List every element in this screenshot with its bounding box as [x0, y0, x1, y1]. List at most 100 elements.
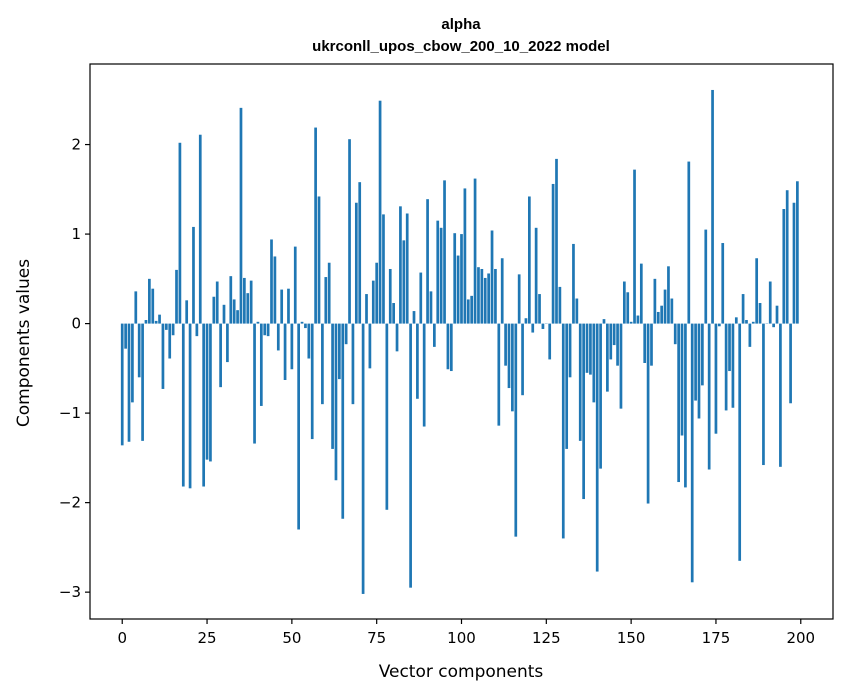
bar	[643, 323, 647, 363]
chart-title: alpha	[441, 16, 481, 33]
bar	[517, 274, 521, 324]
bar	[314, 127, 317, 324]
bar	[538, 294, 541, 324]
bar	[181, 323, 185, 487]
bar	[341, 323, 345, 519]
bar	[745, 320, 748, 324]
bar	[375, 262, 379, 324]
bar	[164, 323, 168, 330]
bar	[779, 323, 782, 467]
bars-group	[120, 89, 799, 594]
bar	[772, 323, 775, 328]
bar	[449, 323, 453, 372]
bar	[734, 317, 738, 324]
bar	[134, 291, 138, 324]
bar	[690, 323, 694, 583]
bar	[334, 323, 338, 481]
bar	[310, 323, 314, 440]
bar	[731, 323, 735, 408]
bar	[714, 323, 718, 434]
bar	[755, 258, 759, 324]
bar	[717, 323, 721, 327]
bar	[429, 291, 433, 324]
bar	[348, 139, 351, 324]
bar	[473, 178, 477, 324]
bar	[673, 323, 677, 345]
bar	[582, 323, 585, 500]
bar	[416, 323, 419, 399]
bar	[124, 323, 127, 349]
bar	[259, 323, 263, 406]
y-tick-label: −1	[59, 404, 81, 422]
bar	[246, 293, 250, 324]
bar	[198, 134, 202, 324]
bar	[422, 323, 426, 427]
bar	[127, 323, 131, 442]
bar	[226, 323, 229, 363]
bar	[436, 220, 440, 324]
bar	[195, 323, 199, 337]
x-tick-label: 125	[532, 629, 561, 647]
bar	[650, 323, 653, 366]
bar	[741, 294, 745, 324]
bar	[446, 323, 450, 370]
bar	[490, 230, 494, 324]
bar	[636, 315, 640, 324]
bar	[612, 323, 616, 346]
y-tick-label: 2	[71, 136, 81, 154]
bar	[711, 89, 714, 324]
y-tick-label: 1	[71, 225, 81, 243]
plot-frame	[89, 63, 834, 620]
x-tick-label: 0	[117, 629, 127, 647]
bar	[507, 323, 511, 389]
bar	[592, 323, 596, 403]
bar	[283, 323, 287, 380]
bar	[646, 323, 650, 504]
bar	[144, 320, 148, 324]
bar	[243, 277, 246, 324]
x-tick-label: 150	[617, 629, 646, 647]
bar	[500, 258, 504, 324]
bar	[388, 268, 392, 324]
bar	[351, 323, 355, 405]
bar	[439, 227, 443, 324]
bar	[728, 323, 731, 372]
bar	[575, 298, 579, 324]
bar	[229, 276, 233, 324]
bar	[185, 300, 189, 324]
bar	[633, 169, 636, 324]
bar	[236, 310, 239, 324]
bar	[433, 323, 436, 347]
bar	[270, 239, 273, 324]
bar	[785, 190, 789, 324]
bar	[188, 323, 192, 489]
bar	[524, 318, 528, 324]
bar	[205, 323, 209, 460]
bar	[555, 158, 558, 324]
bar	[249, 280, 253, 324]
bar	[168, 323, 172, 359]
bar	[256, 321, 260, 324]
bar	[148, 278, 151, 324]
bar	[460, 234, 463, 324]
bar	[480, 268, 484, 324]
bar	[137, 323, 141, 378]
x-tick-label: 50	[282, 629, 301, 647]
bar	[626, 292, 630, 324]
y-tick-label: 0	[71, 315, 81, 333]
bar	[694, 323, 697, 401]
bar	[344, 323, 348, 345]
bar	[307, 323, 311, 359]
bar	[453, 233, 457, 324]
bar	[324, 277, 328, 324]
bar	[796, 181, 799, 324]
bar	[470, 295, 474, 324]
bar	[317, 196, 321, 324]
bar	[701, 323, 704, 386]
bar	[707, 323, 711, 470]
bar	[606, 323, 609, 392]
bar	[175, 269, 178, 324]
bar	[568, 323, 572, 378]
bar	[161, 323, 165, 389]
